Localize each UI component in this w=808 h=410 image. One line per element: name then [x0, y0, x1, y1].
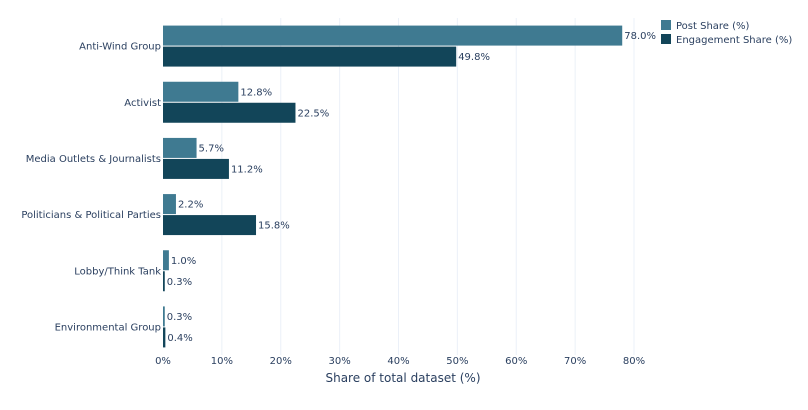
- x-tick-label: 0%: [155, 356, 171, 367]
- x-tick-label: 50%: [446, 356, 468, 367]
- category-label: Media Outlets & Journalists: [26, 154, 161, 165]
- engagement-share-bar: [163, 46, 457, 67]
- category-labels: Anti-Wind Group Activist Media Outlets & J…: [21, 42, 161, 334]
- data-label: 5.7%: [199, 143, 224, 154]
- x-tick-label: 30%: [329, 356, 351, 367]
- engagement-share-bar: [163, 271, 165, 292]
- x-tick-label: 80%: [623, 356, 645, 367]
- gridlines: [221, 18, 635, 355]
- category-label: Environmental Group: [55, 322, 161, 333]
- x-tick-label: 70%: [564, 356, 586, 367]
- legend-label: Engagement Share (%): [676, 35, 792, 46]
- post-share-bar: [163, 81, 239, 102]
- engagement-share-bar: [163, 158, 229, 179]
- legend-label: Post Share (%): [676, 21, 750, 32]
- data-label: 0.3%: [167, 312, 192, 323]
- post-share-bar: [163, 250, 169, 271]
- category-label: Activist: [124, 98, 161, 109]
- engagement-share-bar: [163, 102, 296, 123]
- category-label: Politicians & Political Parties: [21, 210, 161, 221]
- legend-swatch: [661, 34, 671, 44]
- x-tick-label: 10%: [211, 356, 233, 367]
- x-axis-title: Share of total dataset (%): [325, 371, 480, 385]
- x-tick-label: 20%: [270, 356, 292, 367]
- data-label: 49.8%: [458, 52, 490, 63]
- category-label: Lobby/Think Tank: [74, 266, 161, 277]
- data-label: 0.4%: [167, 333, 192, 344]
- data-labels: 78.0% 49.8% 12.8% 22.5% 5.7% 11.2% 2.2% 15.8% 1.…: [167, 31, 656, 344]
- engagement-share-bar: [163, 327, 166, 348]
- post-share-bar: [163, 194, 176, 215]
- data-label: 15.8%: [258, 221, 290, 232]
- post-share-bar: [163, 25, 623, 46]
- engagement-share-bar: [163, 215, 257, 236]
- x-tick-label: 60%: [505, 356, 527, 367]
- data-label: 78.0%: [624, 31, 656, 42]
- legend-swatch: [661, 20, 671, 30]
- post-share-bar: [163, 137, 197, 158]
- data-label: 11.2%: [231, 164, 263, 175]
- x-tick-labels: 0% 10% 20% 30% 40% 50% 60% 70% 80%: [155, 356, 645, 367]
- legend: Post Share (%) Engagement Share (%): [661, 20, 792, 46]
- x-tick-label: 40%: [387, 356, 409, 367]
- data-label: 2.2%: [178, 200, 203, 211]
- data-label: 12.8%: [240, 87, 272, 98]
- data-label: 22.5%: [297, 108, 329, 119]
- bars: [163, 25, 623, 348]
- data-label: 1.0%: [171, 256, 196, 267]
- post-share-bar: [163, 306, 165, 327]
- data-label: 0.3%: [167, 277, 192, 288]
- category-label: Anti-Wind Group: [79, 42, 161, 53]
